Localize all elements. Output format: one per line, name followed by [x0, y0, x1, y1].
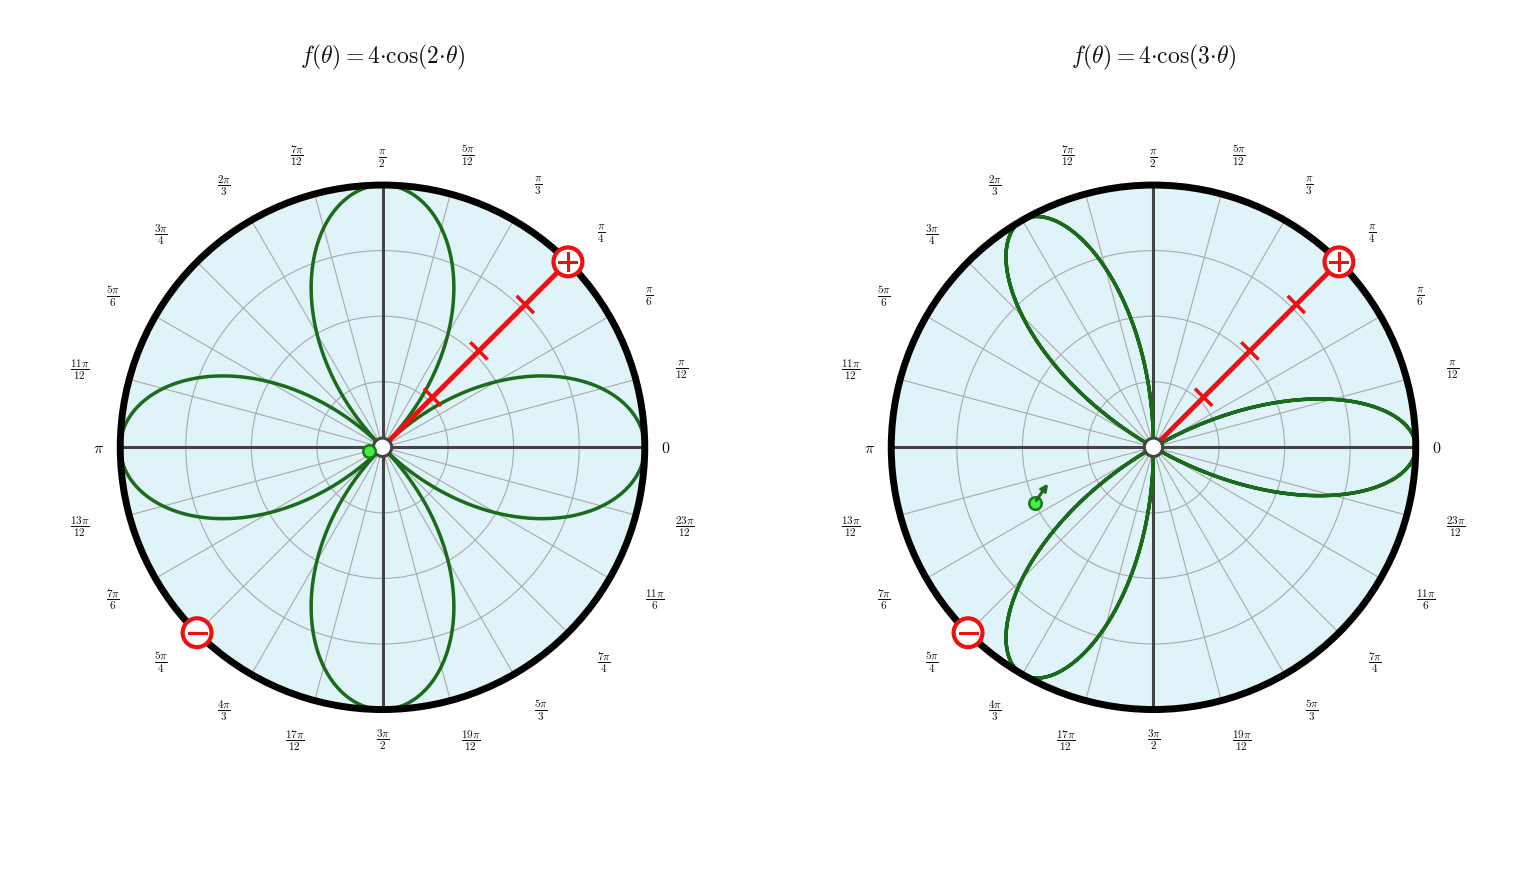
Text: $\mathit{f}(\theta) = 4{\cdot}\cos(3{\cdot}\theta)$: $\mathit{f}(\theta) = 4{\cdot}\cos(3{\cd… — [1071, 43, 1236, 72]
Text: $\frac{3\pi}{2}$: $\frac{3\pi}{2}$ — [1146, 726, 1161, 751]
Text: $\pi$: $\pi$ — [92, 439, 104, 457]
Text: $\frac{\pi}{3}$: $\frac{\pi}{3}$ — [535, 175, 542, 197]
Text: $\frac{\pi}{2}$: $\frac{\pi}{2}$ — [378, 148, 387, 169]
Text: $\frac{5\pi}{4}$: $\frac{5\pi}{4}$ — [154, 650, 169, 674]
Text: $\frac{7\pi}{6}$: $\frac{7\pi}{6}$ — [877, 587, 891, 612]
Text: $\frac{17\pi}{12}$: $\frac{17\pi}{12}$ — [1055, 728, 1075, 752]
Circle shape — [553, 248, 582, 277]
Circle shape — [373, 439, 392, 457]
Circle shape — [954, 619, 983, 647]
Text: $\frac{13\pi}{12}$: $\frac{13\pi}{12}$ — [842, 514, 860, 538]
Text: $\frac{\pi}{12}$: $\frac{\pi}{12}$ — [1445, 359, 1459, 380]
Text: $\frac{5\pi}{4}$: $\frac{5\pi}{4}$ — [925, 650, 940, 674]
Text: $\frac{19\pi}{12}$: $\frac{19\pi}{12}$ — [1232, 728, 1252, 752]
Text: $\frac{11\pi}{6}$: $\frac{11\pi}{6}$ — [645, 587, 665, 612]
Text: $\frac{3\pi}{2}$: $\frac{3\pi}{2}$ — [375, 726, 390, 751]
Text: $\frac{11\pi}{12}$: $\frac{11\pi}{12}$ — [842, 357, 860, 382]
Text: $\frac{\pi}{3}$: $\frac{\pi}{3}$ — [1306, 175, 1313, 197]
Text: $\frac{\pi}{12}$: $\frac{\pi}{12}$ — [676, 359, 688, 380]
Text: $\frac{19\pi}{12}$: $\frac{19\pi}{12}$ — [461, 728, 481, 752]
Text: $\frac{7\pi}{12}$: $\frac{7\pi}{12}$ — [1061, 143, 1075, 168]
Text: $\frac{\pi}{6}$: $\frac{\pi}{6}$ — [1416, 285, 1424, 307]
Text: $\frac{11\pi}{6}$: $\frac{11\pi}{6}$ — [1416, 587, 1435, 612]
Text: $\pi$: $\pi$ — [863, 439, 876, 457]
Text: $\frac{7\pi}{6}$: $\frac{7\pi}{6}$ — [106, 587, 120, 612]
Text: $\frac{\pi}{6}$: $\frac{\pi}{6}$ — [645, 285, 653, 307]
Text: $0$: $0$ — [1432, 439, 1441, 457]
Text: $\frac{5\pi}{12}$: $\frac{5\pi}{12}$ — [461, 143, 475, 168]
Text: $\frac{23\pi}{12}$: $\frac{23\pi}{12}$ — [1445, 514, 1465, 538]
Text: $\frac{11\pi}{12}$: $\frac{11\pi}{12}$ — [71, 357, 91, 382]
Circle shape — [1324, 248, 1353, 277]
Text: $\frac{7\pi}{12}$: $\frac{7\pi}{12}$ — [290, 143, 304, 168]
Text: $\frac{2\pi}{3}$: $\frac{2\pi}{3}$ — [217, 173, 230, 198]
Text: $\frac{23\pi}{12}$: $\frac{23\pi}{12}$ — [676, 514, 694, 538]
Circle shape — [891, 186, 1416, 709]
Text: $\frac{4\pi}{3}$: $\frac{4\pi}{3}$ — [217, 697, 230, 723]
Text: $\frac{13\pi}{12}$: $\frac{13\pi}{12}$ — [71, 514, 91, 538]
Text: $\frac{5\pi}{6}$: $\frac{5\pi}{6}$ — [877, 284, 891, 309]
Text: $\frac{5\pi}{3}$: $\frac{5\pi}{3}$ — [535, 698, 548, 722]
Text: $\frac{5\pi}{3}$: $\frac{5\pi}{3}$ — [1306, 698, 1319, 722]
Text: $\mathit{f}(\theta) = 4{\cdot}\cos(2{\cdot}\theta)$: $\mathit{f}(\theta) = 4{\cdot}\cos(2{\cd… — [300, 43, 465, 72]
Circle shape — [1144, 439, 1163, 457]
Text: $\frac{7\pi}{4}$: $\frac{7\pi}{4}$ — [596, 649, 611, 674]
Text: $\frac{5\pi}{6}$: $\frac{5\pi}{6}$ — [106, 284, 120, 309]
Text: $\frac{4\pi}{3}$: $\frac{4\pi}{3}$ — [988, 697, 1001, 723]
Text: $\frac{3\pi}{4}$: $\frac{3\pi}{4}$ — [925, 221, 940, 247]
Text: $\frac{3\pi}{4}$: $\frac{3\pi}{4}$ — [154, 221, 169, 247]
Text: $\frac{2\pi}{3}$: $\frac{2\pi}{3}$ — [988, 173, 1001, 198]
Text: $\frac{17\pi}{12}$: $\frac{17\pi}{12}$ — [284, 728, 304, 752]
Text: $\frac{7\pi}{4}$: $\frac{7\pi}{4}$ — [1367, 649, 1382, 674]
Circle shape — [120, 186, 645, 709]
Text: $\frac{\pi}{2}$: $\frac{\pi}{2}$ — [1149, 148, 1158, 169]
Text: $\frac{\pi}{4}$: $\frac{\pi}{4}$ — [596, 223, 605, 245]
Text: $\frac{\pi}{4}$: $\frac{\pi}{4}$ — [1367, 223, 1376, 245]
Circle shape — [183, 619, 212, 647]
Text: $\frac{5\pi}{12}$: $\frac{5\pi}{12}$ — [1232, 143, 1246, 168]
Text: $0$: $0$ — [660, 439, 671, 457]
